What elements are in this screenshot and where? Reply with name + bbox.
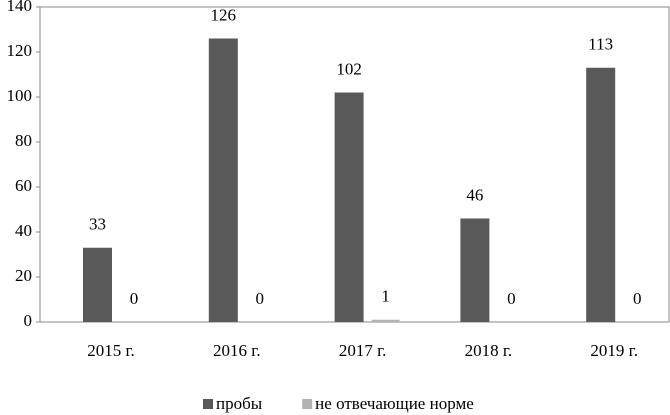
bar	[460, 218, 490, 322]
value-label: 0	[633, 289, 642, 308]
y-tick-label: 0	[24, 311, 33, 330]
legend-swatch	[203, 399, 213, 409]
legend-swatch	[302, 399, 313, 409]
legend-label: не отвечающие норме	[315, 394, 474, 413]
y-tick-label: 100	[7, 86, 33, 105]
y-tick-label: 80	[15, 131, 32, 150]
x-tick-label: 2019 г.	[590, 341, 638, 360]
y-tick-label: 20	[15, 266, 32, 285]
bar	[83, 247, 112, 322]
x-tick-label: 2015 г.	[87, 341, 135, 360]
value-label: 126	[211, 5, 237, 24]
value-label: 0	[507, 289, 516, 308]
bar	[208, 38, 238, 322]
value-label: 1	[381, 287, 390, 306]
x-tick-label: 2017 г.	[339, 341, 387, 360]
y-tick-label: 40	[15, 221, 32, 240]
bar	[334, 92, 364, 322]
value-label: 46	[466, 185, 483, 204]
value-label: 102	[336, 59, 362, 78]
legend-label: пробы	[216, 394, 263, 413]
bar	[371, 319, 400, 322]
y-tick-label: 140	[7, 0, 33, 15]
value-label: 113	[588, 35, 613, 54]
value-label: 0	[130, 289, 139, 308]
y-tick-label: 120	[7, 41, 33, 60]
x-tick-label: 2016 г.	[213, 341, 261, 360]
value-label: 0	[256, 289, 265, 308]
x-tick-label: 2018 г.	[465, 341, 513, 360]
value-label: 33	[89, 215, 106, 234]
bar	[586, 67, 616, 322]
y-tick-label: 60	[15, 176, 32, 195]
